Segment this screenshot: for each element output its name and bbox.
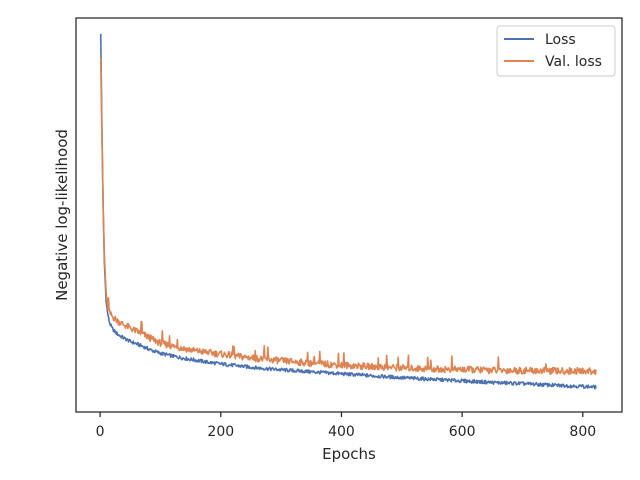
y-axis-label: Negative log-likelihood [53, 129, 71, 301]
legend-label-loss: Loss [545, 32, 576, 48]
x-tick-label: 600 [449, 424, 476, 440]
x-axis-ticks: 0 200 400 600 800 [96, 412, 596, 440]
plot-frame [75, 17, 623, 413]
val-loss-line [99, 57, 597, 376]
loss-line [99, 33, 597, 390]
legend-label-val-loss: Val. loss [545, 54, 602, 70]
x-axis-label: Epochs [322, 445, 376, 463]
series-layer [99, 33, 597, 390]
x-tick-label: 200 [207, 424, 234, 440]
x-tick-label: 400 [328, 424, 355, 440]
x-tick-label: 0 [96, 424, 105, 440]
legend: Loss Val. loss [496, 25, 616, 77]
x-tick-label: 800 [569, 424, 596, 440]
